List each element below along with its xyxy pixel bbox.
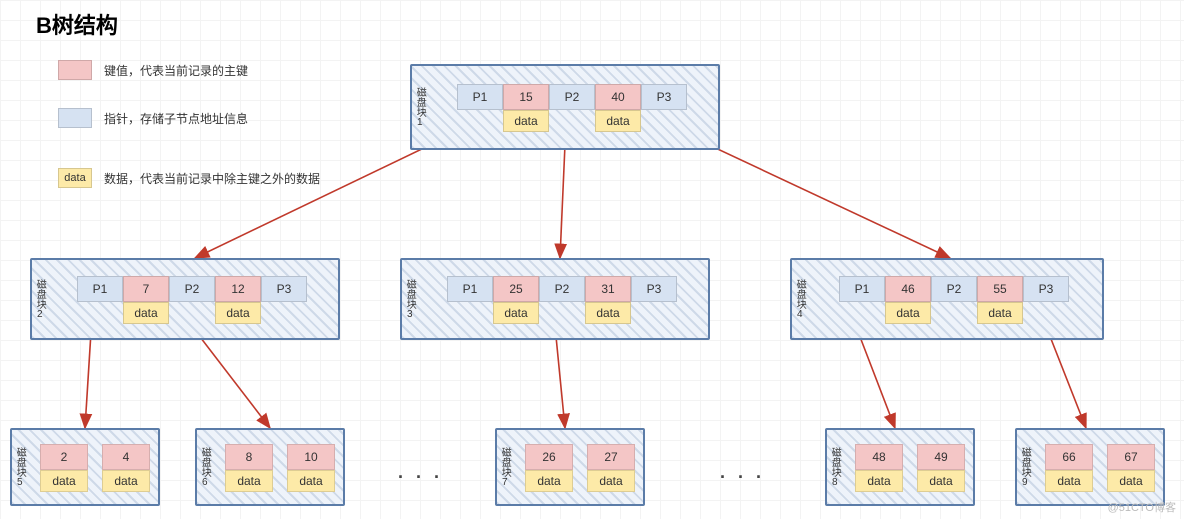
data-cell: data <box>585 302 631 324</box>
ellipsis-icon: . . . <box>398 462 443 483</box>
block-label: 磁盘块4 <box>792 260 806 338</box>
key-cell: 15 <box>503 84 549 110</box>
data-cell: data <box>595 110 641 132</box>
pointer-cell: P3 <box>631 276 677 302</box>
block-label: 磁盘块8 <box>827 430 841 504</box>
data-cell: data <box>40 470 88 492</box>
disk-block-3: 磁盘块3 P1 25 P2 31 P3 data data <box>400 258 710 340</box>
disk-block-2: 磁盘块2 P1 7 P2 12 P3 data data <box>30 258 340 340</box>
pointer-cell: P2 <box>169 276 215 302</box>
data-cell: data <box>493 302 539 324</box>
data-cell: data <box>215 302 261 324</box>
legend-pointer: 指针，存储子节点地址信息 <box>58 108 248 128</box>
key-cell: 55 <box>977 276 1023 302</box>
disk-block-7: 磁盘块7 26 27 data data <box>495 428 645 506</box>
block-label: 磁盘块7 <box>497 430 511 504</box>
watermark: @51CTO博客 <box>1108 499 1176 515</box>
data-cell: data <box>225 470 273 492</box>
legend-pointer-label: 指针，存储子节点地址信息 <box>104 110 248 127</box>
key-cell: 7 <box>123 276 169 302</box>
data-swatch: data <box>58 168 92 188</box>
pointer-cell: P2 <box>549 84 595 110</box>
pointer-cell: P1 <box>839 276 885 302</box>
data-cell: data <box>525 470 573 492</box>
key-cell: 2 <box>40 444 88 470</box>
data-cell: data <box>855 470 903 492</box>
data-cell: data <box>123 302 169 324</box>
disk-block-8: 磁盘块8 48 49 data data <box>825 428 975 506</box>
key-cell: 66 <box>1045 444 1093 470</box>
pointer-swatch <box>58 108 92 128</box>
key-cell: 67 <box>1107 444 1155 470</box>
data-cell: data <box>287 470 335 492</box>
key-cell: 8 <box>225 444 273 470</box>
key-cell: 49 <box>917 444 965 470</box>
data-cell: data <box>917 470 965 492</box>
data-cell: data <box>885 302 931 324</box>
pointer-cell: P2 <box>931 276 977 302</box>
key-cell: 10 <box>287 444 335 470</box>
legend-key: 键值，代表当前记录的主键 <box>58 60 248 80</box>
data-cell: data <box>1107 470 1155 492</box>
pointer-cell: P1 <box>457 84 503 110</box>
ellipsis-icon: . . . <box>720 462 765 483</box>
data-cell: data <box>503 110 549 132</box>
disk-block-1: 磁盘块1 P1 15 P2 40 P3 data data <box>410 64 720 150</box>
key-cell: 31 <box>585 276 631 302</box>
page-title: B树结构 <box>36 8 118 40</box>
key-cell: 27 <box>587 444 635 470</box>
block-label: 磁盘块1 <box>412 66 426 148</box>
pointer-cell: P3 <box>641 84 687 110</box>
key-cell: 46 <box>885 276 931 302</box>
disk-block-6: 磁盘块6 8 10 data data <box>195 428 345 506</box>
block-label: 磁盘块3 <box>402 260 416 338</box>
pointer-cell: P1 <box>447 276 493 302</box>
key-cell: 4 <box>102 444 150 470</box>
data-cell: data <box>587 470 635 492</box>
key-cell: 25 <box>493 276 539 302</box>
pointer-cell: P3 <box>1023 276 1069 302</box>
disk-block-4: 磁盘块4 P1 46 P2 55 P3 data data <box>790 258 1104 340</box>
disk-block-5: 磁盘块5 2 4 data data <box>10 428 160 506</box>
block-label: 磁盘块6 <box>197 430 211 504</box>
legend-data: data 数据，代表当前记录中除主键之外的数据 <box>58 168 320 188</box>
legend-data-label: 数据，代表当前记录中除主键之外的数据 <box>104 170 320 187</box>
key-cell: 12 <box>215 276 261 302</box>
key-swatch <box>58 60 92 80</box>
data-cell: data <box>1045 470 1093 492</box>
block-label: 磁盘块9 <box>1017 430 1031 504</box>
legend-key-label: 键值，代表当前记录的主键 <box>104 62 248 79</box>
block-label: 磁盘块5 <box>12 430 26 504</box>
pointer-cell: P3 <box>261 276 307 302</box>
key-cell: 48 <box>855 444 903 470</box>
data-cell: data <box>102 470 150 492</box>
block-label: 磁盘块2 <box>32 260 46 338</box>
disk-block-9: 磁盘块9 66 67 data data <box>1015 428 1165 506</box>
pointer-cell: P1 <box>77 276 123 302</box>
key-cell: 26 <box>525 444 573 470</box>
pointer-cell: P2 <box>539 276 585 302</box>
key-cell: 40 <box>595 84 641 110</box>
data-cell: data <box>977 302 1023 324</box>
